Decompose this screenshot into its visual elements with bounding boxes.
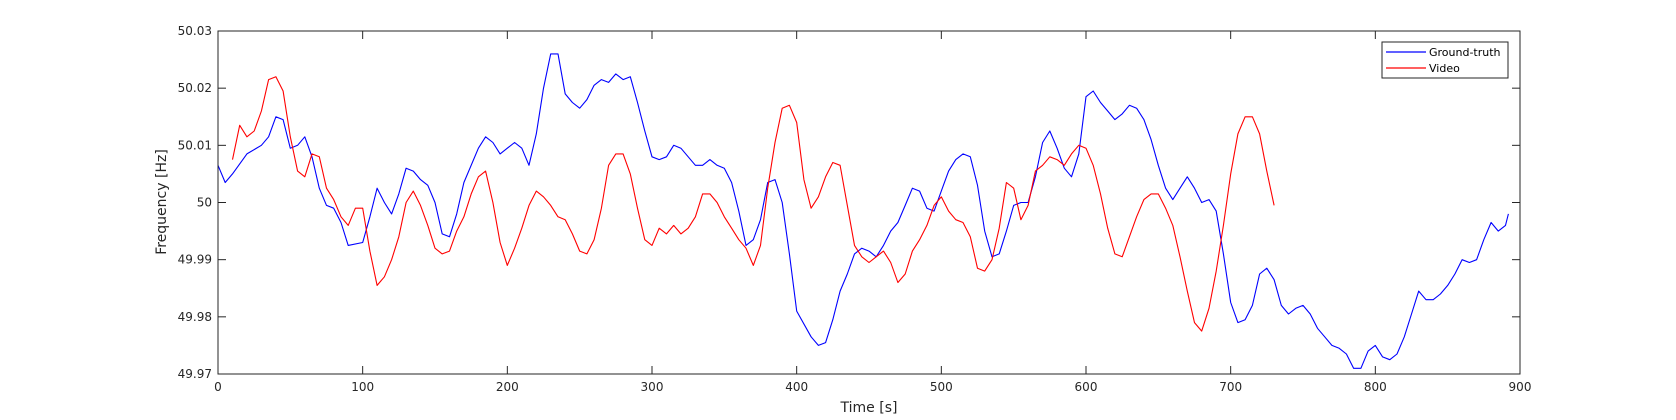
- plot-area: [218, 31, 1520, 374]
- x-tick-label: 0: [214, 380, 222, 394]
- x-tick-label: 100: [351, 380, 374, 394]
- y-tick-label: 49.99: [178, 253, 212, 267]
- x-tick-label: 300: [641, 380, 664, 394]
- x-axis: 0 100 200 300 400 500 600 700 800 900: [214, 31, 1531, 394]
- x-tick-label: 200: [496, 380, 519, 394]
- y-tick-label: 50: [197, 196, 212, 210]
- x-tick-label: 800: [1364, 380, 1387, 394]
- legend: Ground-truth Video: [1381, 41, 1509, 79]
- y-tick-label: 50.02: [178, 81, 212, 95]
- x-axis-label: Time [s]: [840, 400, 898, 416]
- x-tick-label: 900: [1509, 380, 1532, 394]
- x-tick-label: 600: [1075, 380, 1098, 394]
- y-tick-label: 49.98: [178, 310, 212, 324]
- legend-entry: Ground-truth: [1429, 46, 1501, 59]
- legend-entry: Video: [1429, 62, 1460, 75]
- y-axis: 49.97 49.98 49.99 50 50.01 50.02 50.03: [178, 24, 1520, 381]
- x-tick-label: 400: [785, 380, 808, 394]
- x-tick-label: 700: [1219, 380, 1242, 394]
- y-tick-label: 50.03: [178, 24, 212, 38]
- series-line-video: [231, 76, 1275, 332]
- x-tick-label: 500: [930, 380, 953, 394]
- y-tick-label: 49.97: [178, 367, 212, 381]
- y-axis-label: Frequency [Hz]: [154, 149, 170, 255]
- y-tick-label: 50.01: [178, 138, 212, 152]
- legend-box: [1381, 41, 1509, 79]
- series-line-ground-truth: [217, 53, 1509, 369]
- series-layer: [217, 53, 1509, 369]
